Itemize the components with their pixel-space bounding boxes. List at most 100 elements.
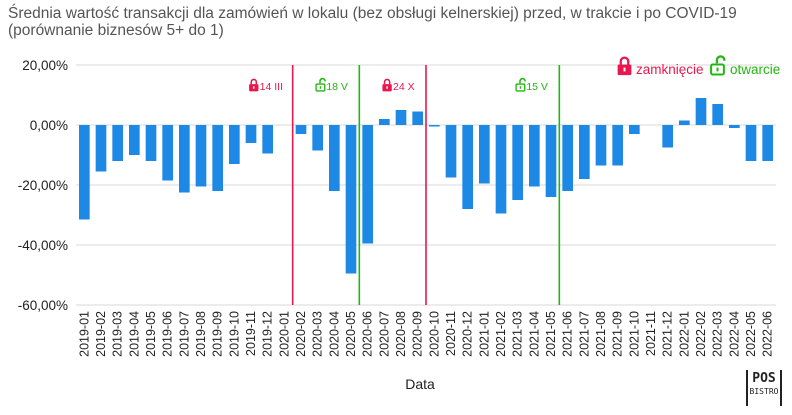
y-tick-label: 20,00%: [22, 58, 68, 73]
bar-2022-03: [712, 104, 723, 125]
x-tick-label: 2019-11: [244, 311, 258, 356]
x-tick-label: 2020-05: [344, 311, 358, 357]
x-tick-label: 2021-09: [611, 311, 625, 357]
x-tick-label: 2021-12: [661, 311, 675, 357]
x-tick-label: 2020-04: [327, 311, 341, 357]
x-tick-label: 2020-08: [394, 311, 408, 357]
x-tick-label: 2020-02: [294, 311, 308, 357]
bar-2022-05: [745, 125, 757, 161]
x-tick-label: 2020-06: [361, 311, 375, 357]
bar-2020-07: [379, 119, 390, 125]
x-tick-label: 2020-12: [461, 311, 475, 357]
x-tick-label: 2021-03: [511, 311, 525, 357]
bar-2021-07: [579, 125, 590, 179]
x-tick-label: 2019-04: [127, 311, 141, 357]
bar-2019-06: [162, 125, 173, 181]
x-tick-label: 2021-07: [577, 311, 591, 357]
bar-2019-07: [179, 125, 190, 193]
bar-2019-09: [212, 125, 223, 191]
bar-2021-03: [512, 125, 523, 200]
bar-2019-10: [229, 125, 240, 164]
legend-closed-lock-icon: [617, 56, 632, 76]
marker-label: 14 III: [260, 81, 283, 93]
y-tick-label: 0,00%: [30, 118, 68, 133]
x-tick-label: 2021-10: [627, 311, 641, 357]
x-tick-label: 2021-04: [527, 311, 541, 357]
lock-shackle: [715, 55, 726, 64]
lock-shackle: [319, 77, 326, 84]
x-tick-label: 2021-06: [561, 311, 575, 357]
bar-2020-05: [345, 125, 357, 274]
lock-shackle: [383, 78, 391, 85]
open-lock-icon: [515, 77, 526, 92]
bar-2019-11: [245, 125, 257, 143]
x-tick-label: 2021-05: [544, 311, 558, 357]
x-tick-label: 2022-02: [694, 311, 708, 357]
lock-keyhole: [716, 67, 719, 72]
legend-close-label: zamknięcie: [636, 62, 704, 77]
bar-2021-08: [595, 125, 607, 166]
logo-text-bistro: BISTRO: [749, 387, 779, 396]
y-tick-label: -40,00%: [18, 238, 68, 253]
lock-shackle: [519, 77, 526, 84]
closed-lock-icon: [382, 78, 392, 92]
x-tick-label: 2022-03: [711, 311, 725, 357]
bar-2020-08: [395, 110, 407, 125]
bar-2020-12: [462, 125, 473, 209]
x-tick-label: 2020-10: [427, 311, 441, 357]
lock-shackle: [619, 56, 630, 65]
chart-title: Średnia wartość transakcji dla zamówień …: [8, 5, 788, 39]
bar-2019-02: [95, 125, 107, 172]
bar-2019-05: [145, 125, 157, 161]
bar-2021-12: [662, 125, 673, 148]
chart-title-line-2: (porównanie biznesów 5+ do 1): [8, 22, 224, 39]
marker-label: 15 V: [526, 81, 548, 93]
bar-2019-08: [195, 125, 207, 187]
x-tick-label: 2020-01: [277, 311, 291, 357]
x-tick-label: 2022-01: [677, 311, 691, 357]
x-tick-label: 2019-01: [77, 311, 91, 357]
bar-2019-03: [112, 125, 123, 161]
bar-2021-06: [562, 125, 573, 191]
lock-keyhole: [319, 86, 322, 89]
x-tick-label: 2021-11: [644, 311, 658, 356]
lock-keyhole: [519, 86, 522, 89]
x-tick-label: 2019-03: [111, 311, 125, 357]
x-tick-label: 2019-10: [227, 311, 241, 357]
bar-2021-01: [479, 125, 490, 184]
bar-2021-05: [545, 125, 557, 197]
closed-lock-icon: [249, 78, 259, 92]
lock-keyhole: [386, 86, 388, 89]
x-tick-label: 2019-07: [177, 311, 191, 357]
x-tick-label: 2022-04: [727, 311, 741, 357]
x-tick-label: 2020-09: [411, 311, 425, 357]
bar-2020-06: [362, 125, 373, 244]
x-tick-label: 2021-02: [494, 311, 508, 357]
lock-shackle: [250, 78, 258, 85]
x-tick-label: 2022-06: [761, 311, 775, 357]
x-tick-label: 2019-06: [161, 311, 175, 357]
bar-2022-04: [729, 125, 740, 128]
x-tick-label: 2021-08: [594, 311, 608, 357]
bar-2021-09: [612, 125, 623, 166]
x-tick-label: 2019-08: [194, 311, 208, 357]
bar-2019-04: [129, 125, 140, 155]
y-tick-label: -60,00%: [18, 298, 68, 313]
x-tick-label: 2019-02: [94, 311, 108, 357]
y-tick-label: -20,00%: [18, 178, 68, 193]
bar-2022-06: [762, 125, 773, 161]
chart-title-line-1: Średnia wartość transakcji dla zamówień …: [8, 5, 737, 22]
x-tick-label: 2022-05: [744, 311, 758, 357]
bar-2021-04: [529, 125, 540, 187]
x-tick-label: 2020-03: [311, 311, 325, 357]
x-tick-label: 2019-09: [211, 311, 225, 357]
bar-2019-01: [79, 125, 90, 220]
x-tick-label: 2020-07: [377, 311, 391, 357]
x-tick-label: 2020-11: [444, 311, 458, 356]
bar-2022-02: [695, 98, 707, 125]
bar-2020-03: [312, 125, 323, 151]
x-axis-label: Data: [405, 376, 435, 392]
lock-keyhole: [623, 67, 626, 72]
bar-2020-10: [429, 125, 440, 127]
